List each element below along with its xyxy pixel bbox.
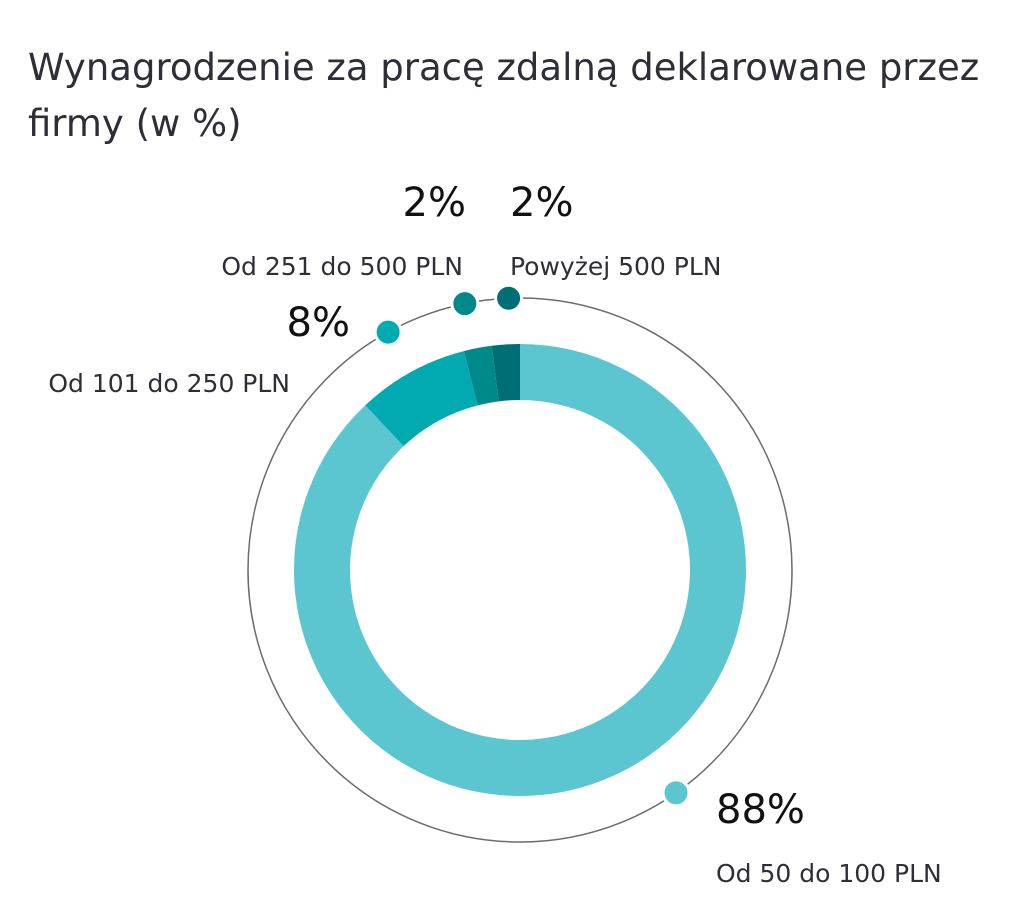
category-label: Od 251 do 500 PLN bbox=[221, 252, 463, 281]
donut-slice bbox=[365, 351, 478, 447]
legend-dot bbox=[373, 317, 403, 347]
donut-slice bbox=[294, 344, 746, 796]
chart-title: Wynagrodzenie za pracę zdalną deklarowan… bbox=[28, 46, 980, 145]
value-label: 88% bbox=[716, 787, 805, 833]
donut-slice bbox=[463, 345, 499, 406]
legend-dot bbox=[661, 778, 691, 808]
donut-slice bbox=[491, 344, 520, 402]
value-label: 2% bbox=[510, 180, 573, 226]
category-label: Od 101 do 250 PLN bbox=[48, 369, 290, 398]
category-label: Od 50 do 100 PLN bbox=[716, 859, 942, 888]
value-label: 2% bbox=[403, 180, 466, 226]
category-label: Powyżej 500 PLN bbox=[510, 252, 722, 281]
legend-dot bbox=[494, 283, 524, 313]
legend-dot bbox=[450, 289, 480, 319]
value-label: 8% bbox=[287, 300, 350, 346]
